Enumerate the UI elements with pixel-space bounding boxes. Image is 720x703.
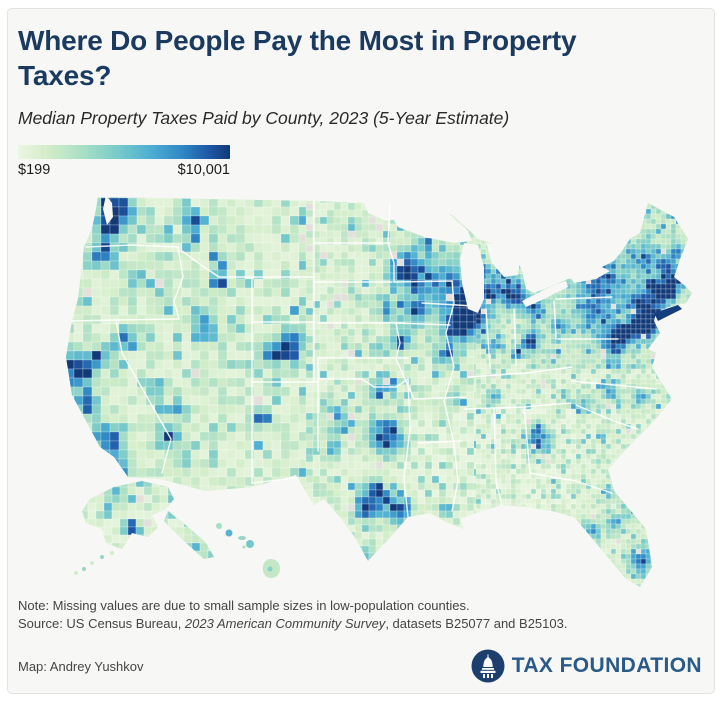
legend-min-label: $199 bbox=[18, 162, 51, 178]
brand-wordmark: TAX FOUNDATION bbox=[511, 654, 702, 677]
subtitle: Median Property Taxes Paid by County, 20… bbox=[18, 108, 510, 128]
map-credit: Map: Andrey Yushkov bbox=[18, 658, 144, 674]
note-line: Note: Missing values are due to small sa… bbox=[18, 598, 470, 613]
legend-max-label: $10,001 bbox=[177, 162, 230, 178]
choropleth-svg bbox=[66, 195, 692, 587]
us-county-choropleth-map bbox=[56, 181, 716, 601]
footnotes: Note: Missing values are due to small sa… bbox=[18, 597, 567, 633]
page-title: Where Do People Pay the Most in Property… bbox=[18, 25, 577, 91]
legend-labels: $199 $10,001 bbox=[18, 162, 230, 178]
legend-gradient-bar bbox=[18, 145, 230, 159]
tax-foundation-logo: TAX FOUNDATION bbox=[471, 649, 702, 683]
capitol-dome-icon bbox=[471, 649, 505, 683]
credit-row: Map: Andrey Yushkov TAX FOUNDATION bbox=[18, 643, 702, 689]
color-legend: $199 $10,001 bbox=[18, 145, 230, 178]
source-line: Source: US Census Bureau, 2023 American … bbox=[18, 616, 568, 631]
source-title-italic: 2023 American Community Survey bbox=[184, 616, 386, 631]
infographic-card: Where Do People Pay the Most in Property… bbox=[7, 8, 715, 694]
